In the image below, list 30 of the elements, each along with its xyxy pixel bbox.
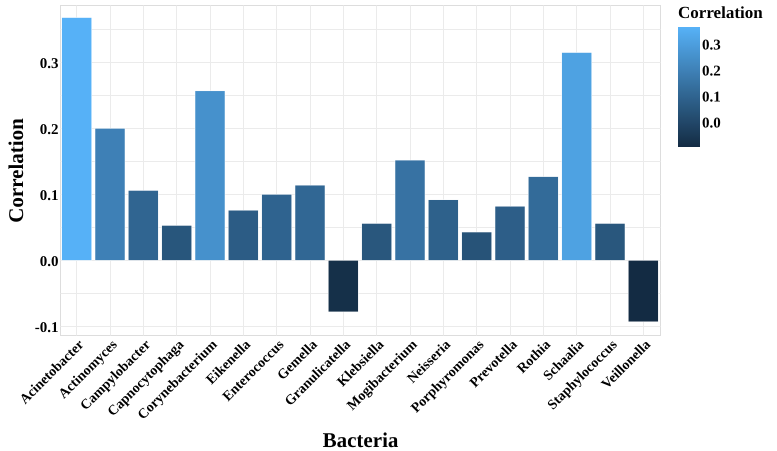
color-bar-title: Correlation xyxy=(678,3,764,22)
bar xyxy=(461,232,492,261)
bar xyxy=(94,128,126,261)
bar xyxy=(494,206,526,261)
y-tick-label: 0.3 xyxy=(40,56,58,72)
color-bar-label: 0.2 xyxy=(702,64,721,80)
bar xyxy=(428,199,459,261)
color-bar-label: 0.0 xyxy=(702,116,721,132)
y-tick-label: -0.1 xyxy=(34,320,58,336)
bar xyxy=(561,52,592,261)
bar xyxy=(394,160,426,261)
bar xyxy=(328,260,359,312)
y-axis-title: Correlation xyxy=(4,118,28,223)
x-axis-title: Bacteria xyxy=(322,428,399,451)
bar xyxy=(128,190,159,261)
bar xyxy=(261,194,292,261)
y-tick-label: 0.2 xyxy=(40,122,58,138)
bar xyxy=(194,90,226,261)
bar xyxy=(528,176,559,261)
color-bar-label: 0.1 xyxy=(702,90,721,106)
bar xyxy=(228,210,259,261)
bar xyxy=(61,17,92,261)
bar xyxy=(628,260,659,322)
color-bar-label: 0.3 xyxy=(702,38,721,54)
bar xyxy=(594,223,626,261)
bar xyxy=(294,184,326,261)
bar xyxy=(361,223,392,261)
y-tick-label: 0.0 xyxy=(40,254,58,270)
y-tick-label: 0.1 xyxy=(40,188,58,204)
bar xyxy=(161,225,192,261)
